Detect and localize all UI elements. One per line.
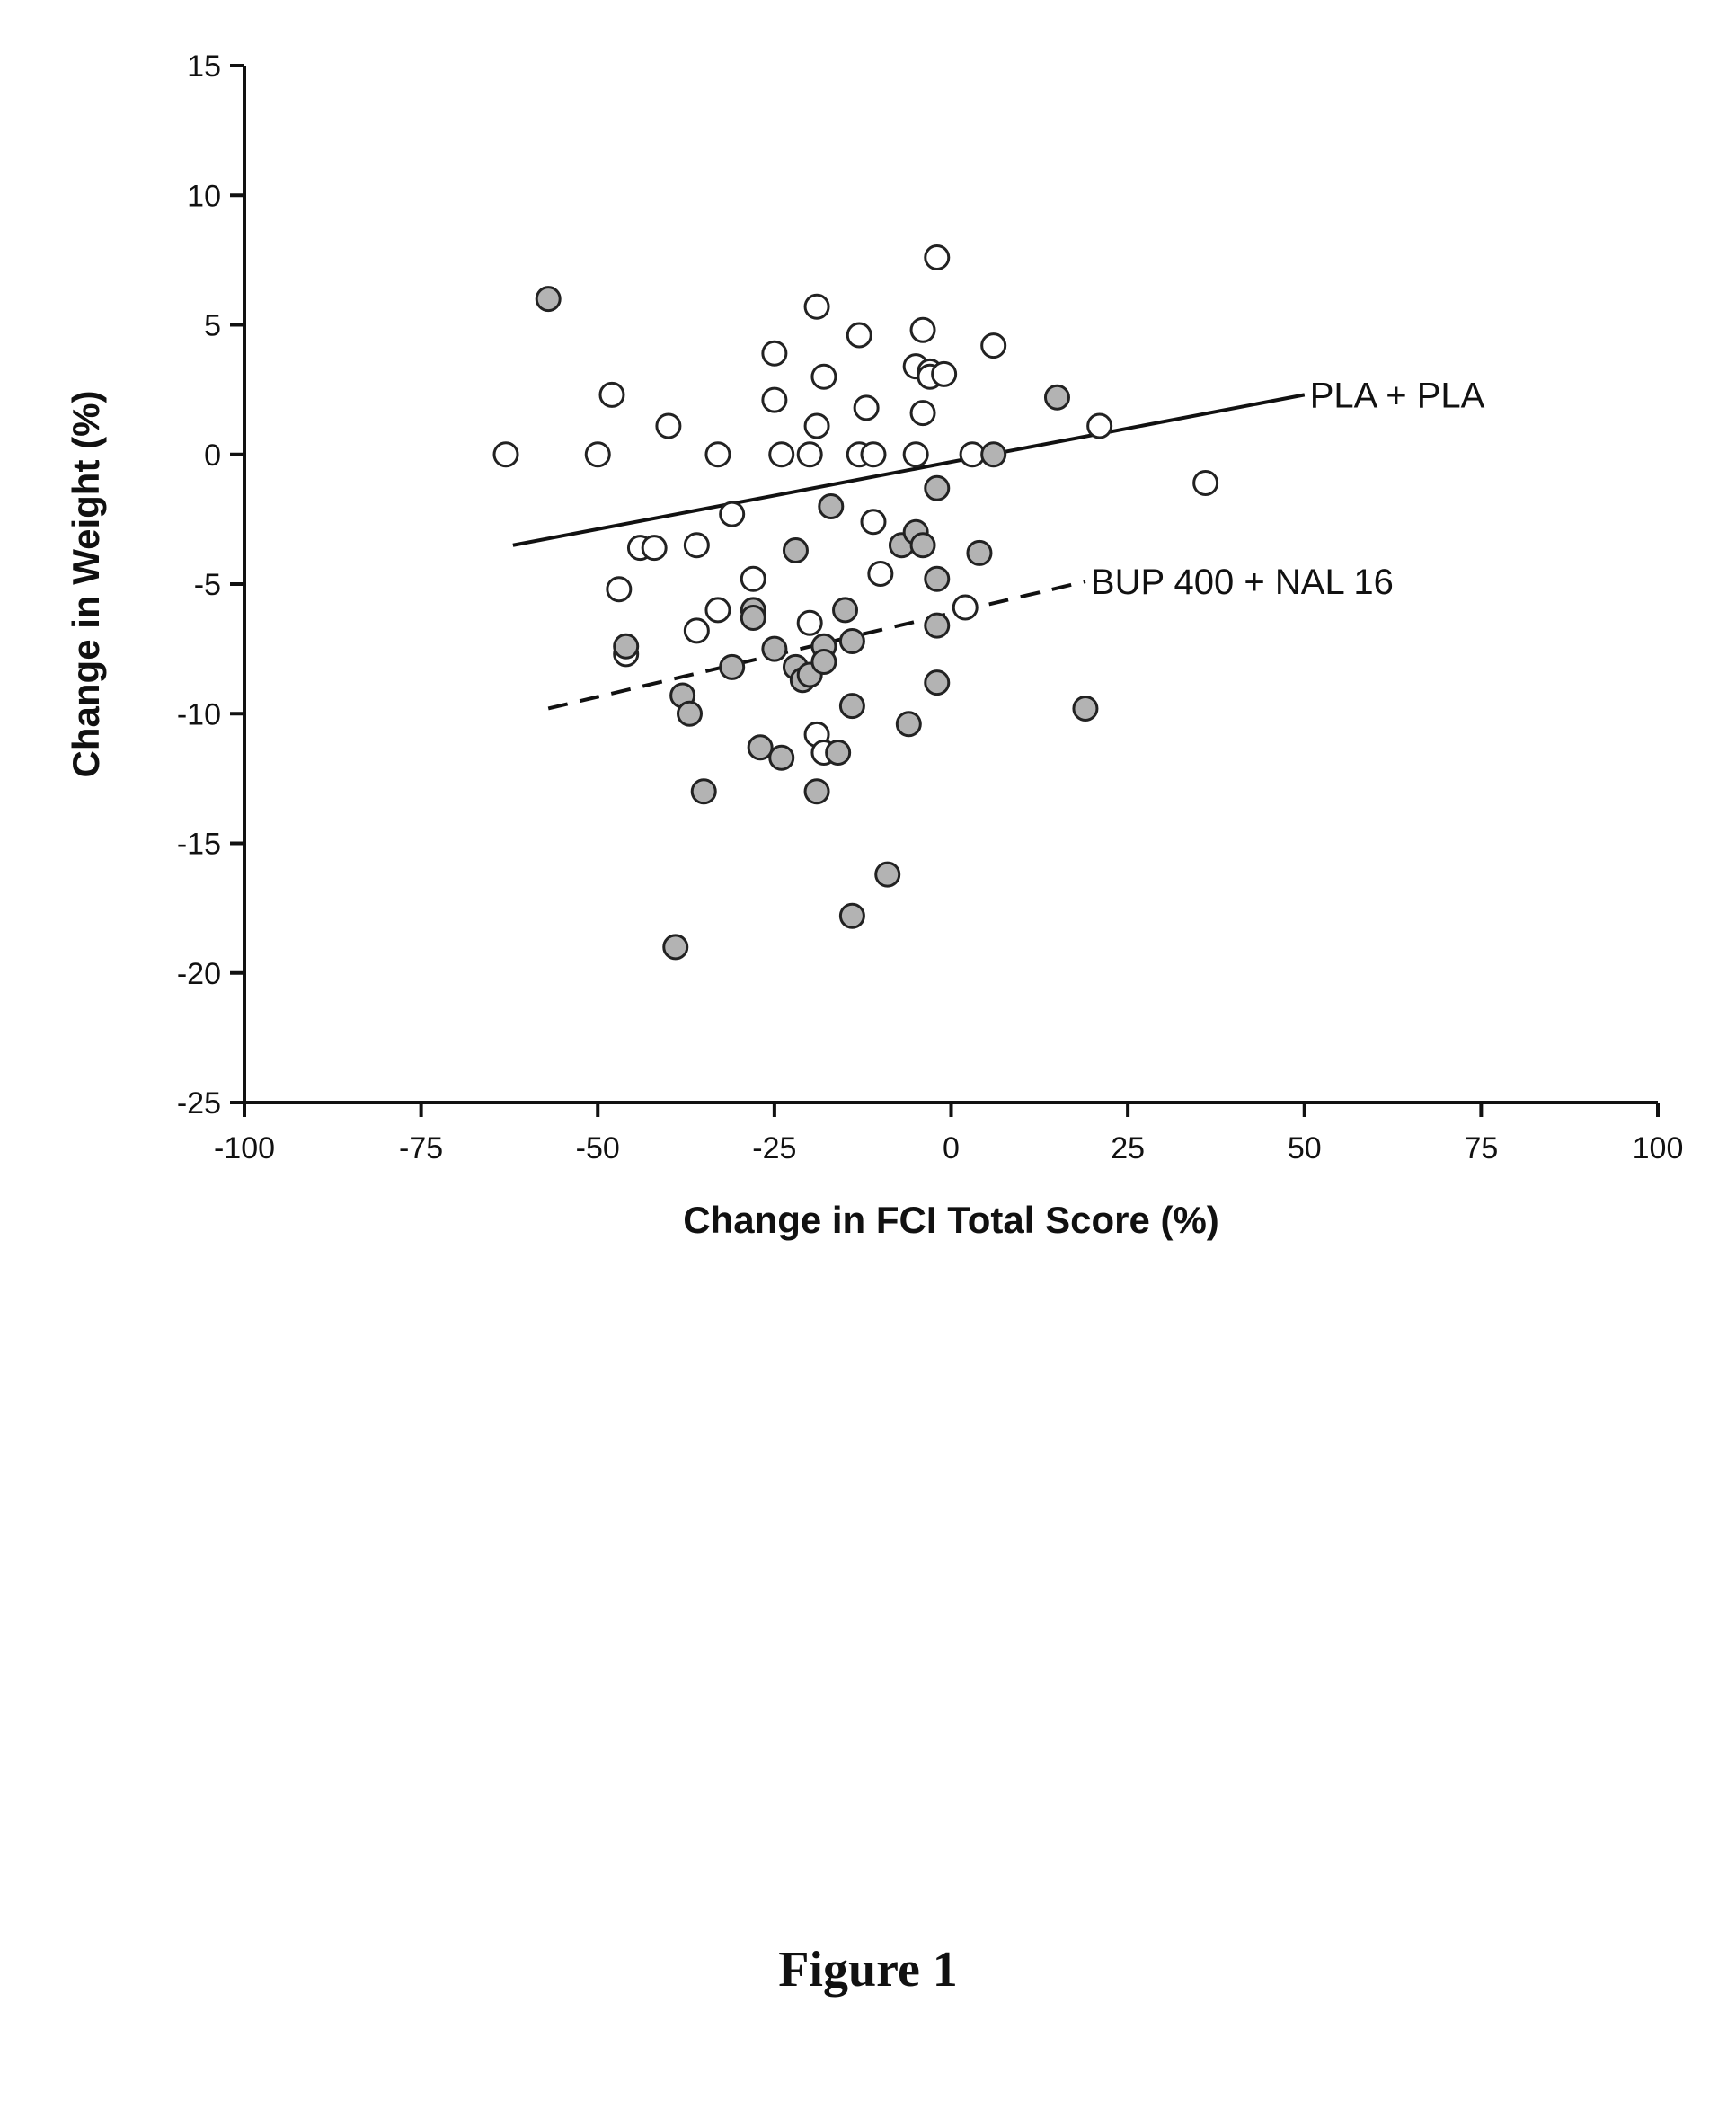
data-point-pla: [770, 443, 793, 466]
data-point-pla: [1194, 471, 1218, 494]
data-point-bup-nal: [692, 780, 715, 803]
data-point-pla: [642, 536, 666, 560]
data-point-bup-nal: [834, 598, 857, 622]
data-point-bup-nal: [926, 671, 949, 695]
data-point-bup-nal: [897, 713, 920, 736]
data-point-pla: [685, 534, 708, 557]
data-point-bup-nal: [840, 695, 864, 718]
data-point-bup-nal: [678, 702, 701, 725]
trend-line-label: BUP 400 + NAL 16: [1091, 563, 1394, 602]
y-tick-label: 10: [187, 179, 221, 213]
data-point-bup-nal: [536, 288, 560, 311]
data-point-bup-nal: [763, 637, 786, 660]
x-tick-label: 50: [1288, 1131, 1322, 1165]
data-point-pla: [798, 611, 821, 634]
x-axis-title: Change in FCI Total Score (%): [683, 1199, 1219, 1241]
data-point-pla: [685, 619, 708, 642]
data-point-bup-nal: [664, 935, 687, 959]
data-point-pla: [586, 443, 609, 466]
data-point-pla: [869, 562, 892, 585]
data-point-pla: [926, 245, 949, 269]
trend-line-label: PLA + PLA: [1310, 376, 1485, 415]
data-point-bup-nal: [721, 655, 744, 678]
data-point-pla: [805, 295, 828, 318]
data-point-pla: [607, 578, 631, 601]
data-point-bup-nal: [1074, 696, 1097, 720]
data-point-pla: [805, 414, 828, 438]
data-point-pla: [741, 567, 765, 590]
y-tick-label: -15: [177, 828, 221, 862]
data-point-pla: [1088, 414, 1112, 438]
data-point-pla: [706, 443, 730, 466]
x-tick-label: 0: [943, 1131, 960, 1165]
data-point-pla: [721, 502, 744, 526]
x-tick-label: -25: [752, 1131, 796, 1165]
data-point-bup-nal: [840, 904, 864, 927]
data-point-pla: [494, 443, 518, 466]
data-point-pla: [600, 383, 624, 406]
y-tick-label: 5: [204, 309, 221, 343]
data-point-bup-nal: [926, 567, 949, 590]
x-tick-label: -75: [399, 1131, 443, 1165]
data-point-bup-nal: [968, 541, 991, 564]
data-point-pla: [763, 341, 786, 365]
y-tick-label: -25: [177, 1086, 221, 1121]
data-point-bup-nal: [1045, 385, 1068, 409]
data-point-bup-nal: [770, 746, 793, 769]
data-point-bup-nal: [911, 534, 934, 557]
data-point-pla: [855, 396, 878, 420]
data-point-pla: [657, 414, 680, 438]
axes: [230, 66, 1658, 1117]
y-tick-label: -5: [194, 568, 221, 602]
data-point-pla: [953, 596, 977, 619]
data-point-pla: [798, 443, 821, 466]
data-point-bup-nal: [615, 634, 638, 658]
data-point-pla: [982, 334, 1005, 358]
data-point-bup-nal: [819, 494, 843, 518]
x-tick-label: -100: [214, 1131, 275, 1165]
data-point-pla: [847, 323, 871, 347]
y-axis-title: Change in Weight (%): [65, 391, 107, 778]
data-point-bup-nal: [784, 538, 807, 562]
data-point-bup-nal: [840, 629, 864, 652]
data-point-pla: [911, 402, 934, 425]
data-point-pla: [911, 318, 934, 341]
data-point-bup-nal: [926, 476, 949, 500]
data-point-bup-nal: [748, 736, 772, 759]
y-tick-label: -10: [177, 697, 221, 731]
data-point-bup-nal: [741, 607, 765, 630]
axis-labels: -100-75-50-250255075100151050-5-10-15-20…: [65, 49, 1683, 1241]
x-tick-label: -50: [576, 1131, 620, 1165]
data-point-bup-nal: [812, 651, 836, 674]
y-tick-label: 15: [187, 49, 221, 84]
y-tick-label: -20: [177, 957, 221, 991]
data-point-bup-nal: [926, 614, 949, 637]
x-tick-label: 100: [1633, 1131, 1684, 1165]
x-tick-label: 25: [1111, 1131, 1145, 1165]
data-point-pla: [904, 443, 927, 466]
data-point-bup-nal: [805, 780, 828, 803]
data-point-bup-nal: [827, 741, 850, 765]
x-tick-label: 75: [1464, 1131, 1498, 1165]
data-point-pla: [933, 362, 956, 385]
y-tick-label: 0: [204, 439, 221, 473]
data-point-pla: [862, 510, 885, 534]
data-point-pla: [706, 598, 730, 622]
data-point-bup-nal: [876, 863, 899, 886]
data-point-pla: [763, 388, 786, 412]
data-point-pla: [862, 443, 885, 466]
scatter-chart: -100-75-50-250255075100151050-5-10-15-20…: [0, 0, 1736, 2109]
data-point-pla: [812, 365, 836, 388]
data-point-bup-nal: [982, 443, 1005, 466]
data-points: [494, 245, 1218, 958]
figure-caption: Figure 1: [0, 1941, 1736, 1998]
